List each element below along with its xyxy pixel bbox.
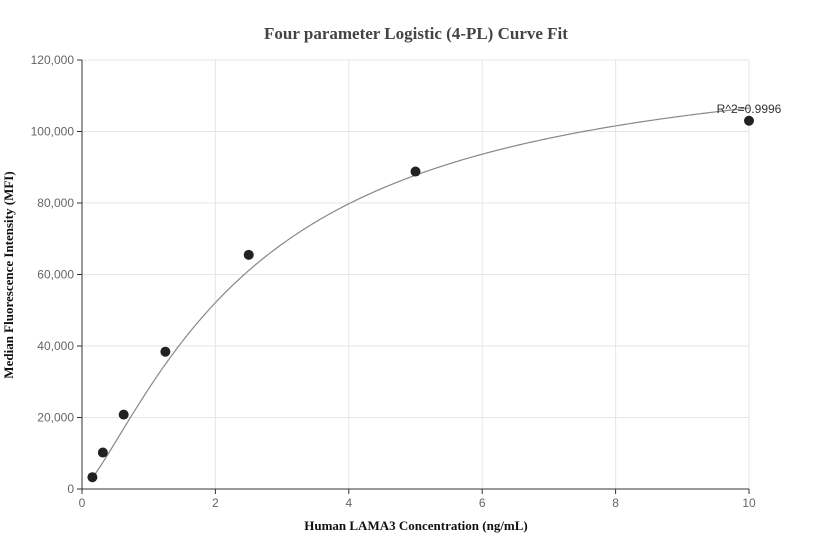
data-point [97,447,108,458]
data-point [87,472,98,483]
y-tick-label: 0 [67,482,74,496]
y-tick-label: 20,000 [37,411,74,425]
fit-curve [91,107,750,479]
x-tick-label: 2 [212,496,219,510]
x-tick-label: 0 [79,496,86,510]
y-tick-label: 100,000 [31,125,75,139]
x-tick-label: 8 [612,496,619,510]
data-point [744,115,754,126]
data-point [160,346,171,357]
data-point [118,409,129,420]
x-tick-label: 6 [479,496,486,510]
y-axis-title: Median Fluorescence Intensity (MFI) [1,171,16,378]
grid-lines [82,59,750,489]
x-tick-label: 4 [345,496,352,510]
x-axis-title: Human LAMA3 Concentration (ng/mL) [304,518,528,533]
x-tick-label: 10 [742,496,756,510]
fit-curve-layer [91,107,750,479]
data-point [243,249,254,260]
y-tick-label: 60,000 [37,268,74,282]
data-point [410,166,421,177]
y-tick-label: 40,000 [37,339,74,353]
axes: 0 20,000 40,000 60,000 80,000 100,000 120,000 0… [31,53,756,510]
r-squared-annotation: R^2=0.9996 [717,102,782,116]
data-points [87,115,754,483]
y-tick-label: 120,000 [31,53,75,67]
chart-title: Four parameter Logistic (4-PL) Curve Fit [264,24,568,43]
y-tick-label: 80,000 [37,196,74,210]
